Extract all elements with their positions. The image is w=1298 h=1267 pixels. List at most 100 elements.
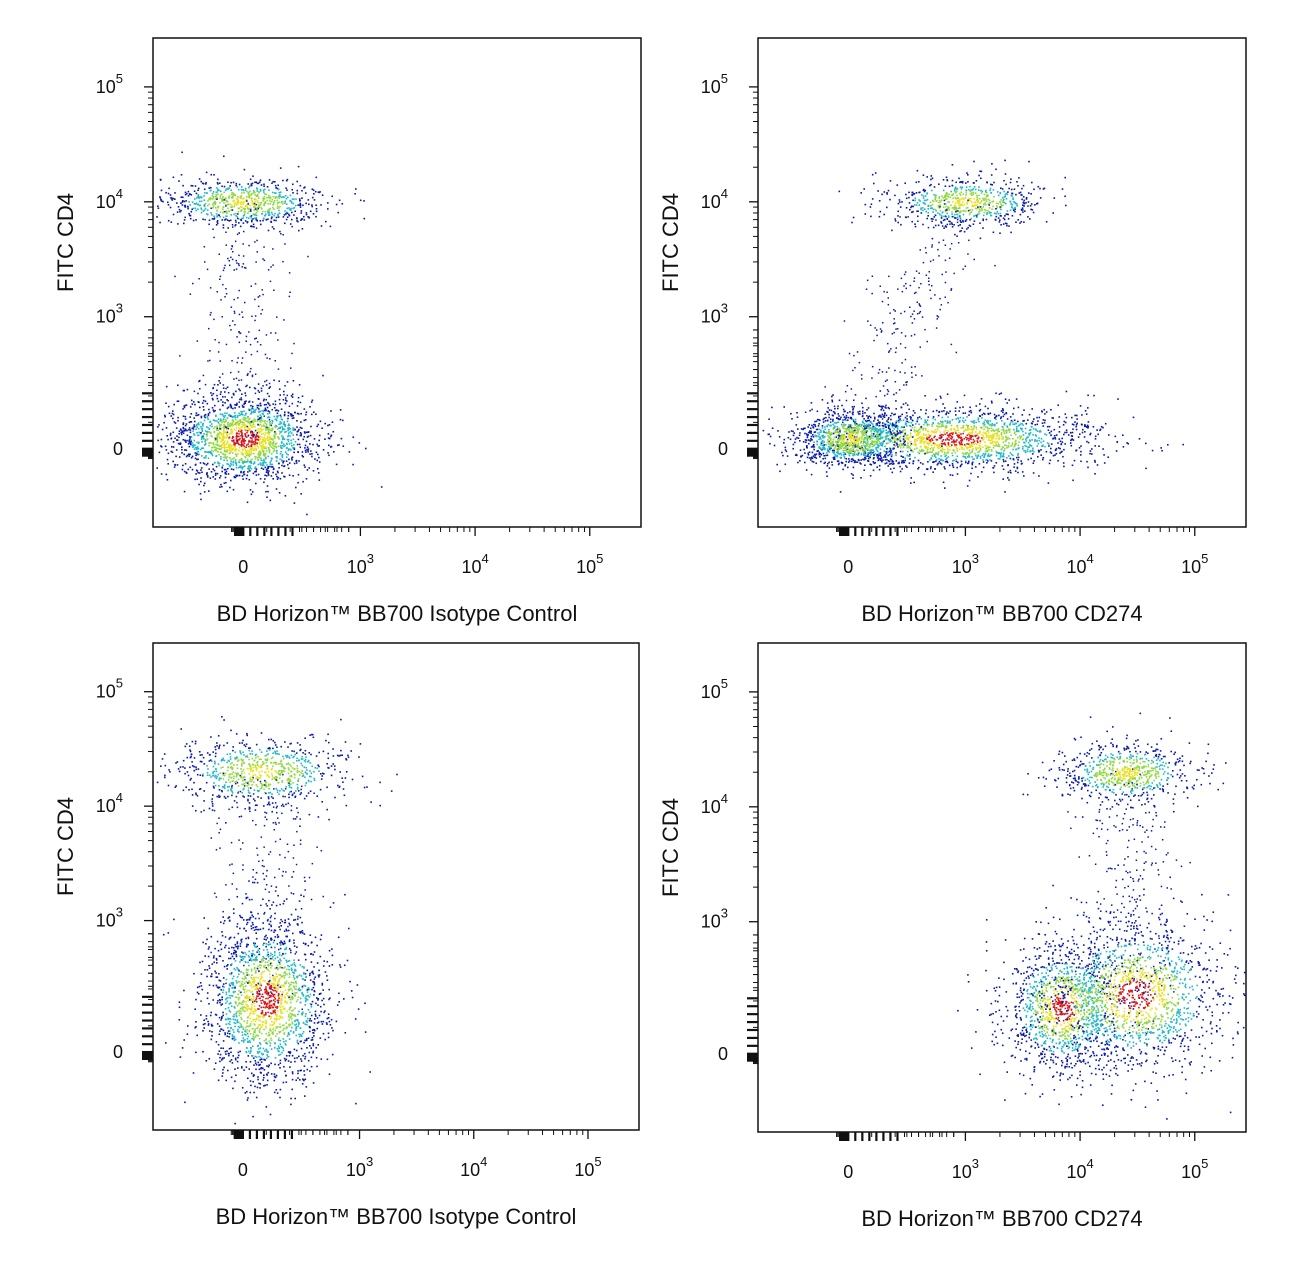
event-point: [924, 195, 927, 197]
event-point: [850, 473, 853, 475]
event-point: [261, 448, 264, 451]
event-point: [251, 315, 253, 318]
event-point: [216, 433, 219, 435]
event-point: [940, 434, 942, 437]
event-point: [282, 216, 285, 218]
event-point: [247, 427, 250, 429]
event-point: [988, 427, 991, 430]
event-point: [231, 191, 233, 194]
event-point: [879, 458, 882, 460]
event-point: [241, 475, 244, 477]
event-point: [236, 435, 238, 438]
event-point: [1032, 472, 1035, 474]
event-point: [222, 453, 224, 455]
event-point: [915, 204, 918, 206]
event-point: [222, 426, 225, 428]
event-point: [913, 426, 916, 429]
event-point: [1005, 183, 1007, 186]
event-point: [913, 204, 916, 206]
event-point: [926, 198, 929, 201]
event-point: [263, 404, 266, 406]
event-point: [317, 423, 320, 426]
event-point: [195, 219, 197, 221]
event-point: [971, 461, 974, 464]
event-point: [261, 309, 264, 311]
event-point: [283, 465, 286, 467]
event-point: [186, 388, 189, 391]
event-point: [919, 200, 921, 202]
event-point: [258, 411, 260, 413]
event-point: [254, 455, 256, 458]
event-point: [259, 188, 262, 191]
event-point: [284, 451, 287, 453]
event-point: [965, 182, 967, 184]
event-point: [162, 200, 164, 203]
event-point: [213, 410, 215, 413]
event-point: [227, 203, 229, 206]
event-point: [284, 210, 286, 212]
event-point: [898, 437, 901, 439]
event-point: [234, 448, 236, 451]
event-point: [228, 196, 230, 199]
event-point: [200, 469, 202, 471]
event-point: [236, 213, 239, 215]
event-point: [915, 438, 917, 441]
event-point: [920, 208, 922, 211]
event-point: [985, 191, 988, 194]
event-point: [279, 414, 282, 417]
event-point: [273, 435, 275, 437]
event-point: [951, 444, 953, 446]
event-point: [232, 424, 235, 426]
event-point: [223, 202, 225, 204]
event-point: [1002, 197, 1004, 199]
event-point: [932, 442, 935, 444]
event-point: [262, 443, 264, 446]
event-point: [1030, 444, 1032, 447]
event-point: [255, 207, 257, 209]
event-point: [915, 192, 918, 194]
event-point: [196, 450, 199, 453]
event-point: [987, 432, 990, 434]
event-point: [284, 243, 286, 245]
event-point: [1051, 417, 1054, 419]
event-point: [306, 431, 308, 434]
event-point: [958, 199, 961, 201]
event-point: [951, 179, 954, 182]
event-point: [303, 408, 306, 410]
event-point: [365, 447, 367, 450]
event-point: [282, 399, 285, 401]
event-point: [911, 220, 913, 223]
event-point: [936, 444, 939, 447]
event-point: [174, 463, 176, 466]
event-point: [193, 424, 196, 426]
event-point: [250, 215, 253, 217]
event-point: [251, 375, 254, 378]
event-point: [971, 201, 973, 203]
event-point: [202, 374, 205, 377]
event-point: [1031, 408, 1033, 410]
event-point: [288, 428, 290, 431]
event-point: [982, 214, 985, 217]
event-point: [212, 442, 215, 444]
event-point: [263, 217, 265, 220]
event-point: [301, 454, 304, 457]
event-point: [249, 440, 251, 443]
event-point: [268, 189, 270, 191]
event-point: [206, 462, 209, 465]
event-point: [930, 444, 933, 446]
event-point: [963, 448, 965, 451]
event-point: [1002, 452, 1005, 455]
event-point: [219, 475, 222, 477]
event-point: [186, 434, 189, 437]
event-point: [846, 432, 848, 435]
event-point: [281, 203, 284, 205]
event-point: [292, 417, 295, 419]
event-point: [1006, 431, 1008, 433]
event-point: [1086, 440, 1088, 443]
event-point: [232, 251, 234, 253]
event-point: [226, 431, 229, 433]
event-point: [246, 425, 248, 428]
event-point: [975, 454, 977, 457]
event-point: [925, 440, 927, 442]
event-point: [238, 474, 241, 477]
